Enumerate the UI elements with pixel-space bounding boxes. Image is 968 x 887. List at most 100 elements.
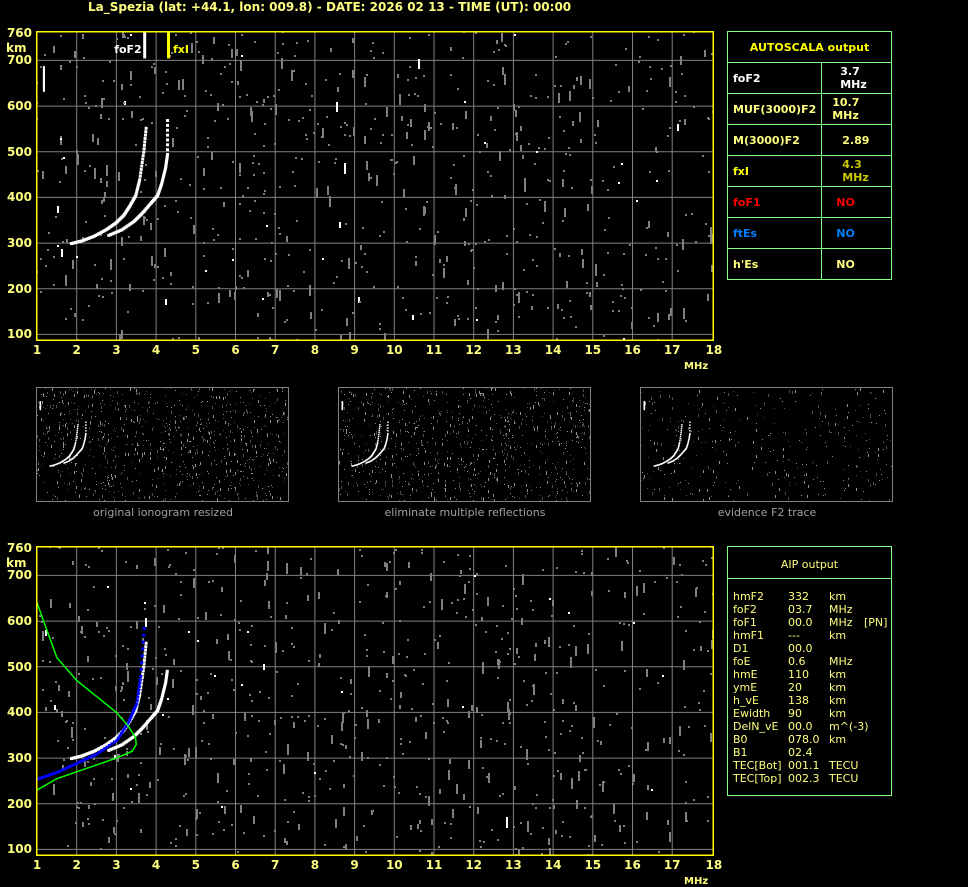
noise-dot [136, 784, 138, 786]
noise-dot [358, 297, 360, 303]
noise-dot [240, 471, 241, 472]
noise-dot [400, 743, 402, 745]
trace-point [57, 462, 59, 465]
noise-dot [467, 400, 468, 401]
noise-dot [361, 435, 362, 436]
noise-dot [343, 846, 345, 848]
noise-dot [50, 700, 52, 702]
noise-dot [512, 435, 513, 436]
noise-dot [413, 669, 415, 671]
noise-dot [247, 411, 248, 414]
noise-dot [807, 447, 808, 448]
noise-dot [364, 77, 366, 87]
noise-dot [235, 404, 236, 405]
noise-dot [452, 123, 454, 130]
noise-dot [432, 465, 433, 466]
noise-dot [334, 162, 336, 164]
noise-dot [806, 449, 807, 450]
noise-dot [346, 318, 348, 326]
noise-dot [784, 477, 785, 478]
noise-dot [568, 612, 570, 614]
noise-dot [445, 495, 446, 498]
noise-dot [481, 430, 482, 431]
noise-dot [89, 437, 90, 438]
noise-dot [100, 677, 102, 679]
noise-dot [80, 802, 82, 804]
noise-dot [388, 414, 389, 415]
aip-trace-point [139, 668, 143, 672]
noise-dot [573, 85, 575, 89]
noise-dot [250, 457, 251, 458]
trace-point [77, 452, 80, 454]
noise-dot [122, 645, 124, 647]
trace-point [661, 462, 664, 465]
row-value: NO [821, 248, 892, 280]
noise-dot [710, 469, 711, 470]
noise-dot [673, 557, 675, 565]
noise-dot [416, 489, 417, 492]
noise-dot [217, 491, 218, 492]
noise-dot [836, 415, 837, 416]
trace-point [378, 453, 380, 456]
aip-trace-point [90, 754, 94, 758]
noise-dot [463, 394, 464, 395]
noise-dot [557, 488, 558, 489]
noise-dot [580, 139, 582, 143]
noise-dot [78, 420, 79, 423]
trace-point [680, 428, 683, 430]
noise-dot [175, 838, 177, 840]
noise-dot [130, 788, 132, 790]
noise-dot [203, 722, 205, 724]
noise-dot [436, 464, 437, 467]
aip-trace-point [100, 749, 104, 753]
noise-dot [217, 103, 219, 111]
noise-dot [166, 474, 167, 475]
noise-dot [773, 450, 774, 451]
noise-dot [478, 473, 479, 474]
noise-dot [529, 486, 530, 487]
noise-dot [638, 61, 640, 63]
noise-dot [137, 393, 138, 394]
noise-dot [38, 470, 39, 471]
noise-dot [639, 56, 641, 58]
noise-dot [277, 398, 278, 401]
x-trace-point [165, 669, 169, 673]
noise-dot [187, 427, 188, 428]
noise-dot [80, 631, 82, 633]
noise-dot [509, 713, 511, 715]
noise-dot [294, 185, 296, 187]
x-tick-label: 8 [310, 858, 320, 872]
noise-dot [413, 479, 414, 480]
noise-dot [383, 489, 384, 490]
noise-dot [251, 715, 253, 717]
noise-dot [534, 163, 536, 165]
noise-dot [88, 305, 90, 307]
aip-trace-point [122, 727, 126, 731]
trace-point [76, 452, 79, 455]
noise-dot [37, 415, 38, 416]
noise-dot [414, 423, 415, 424]
noise-dot [657, 258, 659, 260]
noise-dot [47, 393, 48, 394]
noise-dot [137, 443, 138, 446]
noise-dot [70, 456, 71, 459]
noise-dot [765, 462, 766, 463]
noise-dot [439, 635, 441, 637]
x-unit-label: MHz [684, 361, 709, 372]
noise-dot [782, 401, 783, 402]
noise-dot [224, 479, 225, 480]
noise-dot [165, 490, 166, 491]
noise-dot [366, 710, 368, 717]
noise-dot [469, 420, 470, 421]
noise-dot [249, 210, 251, 212]
noise-dot [144, 608, 146, 610]
noise-dot [403, 449, 404, 450]
trace-point [377, 436, 380, 438]
noise-dot [555, 497, 556, 498]
noise-dot [94, 264, 96, 266]
noise-dot [541, 388, 542, 389]
noise-dot [399, 422, 400, 423]
noise-dot [740, 420, 741, 421]
noise-dot [380, 436, 381, 437]
noise-dot [208, 743, 210, 745]
